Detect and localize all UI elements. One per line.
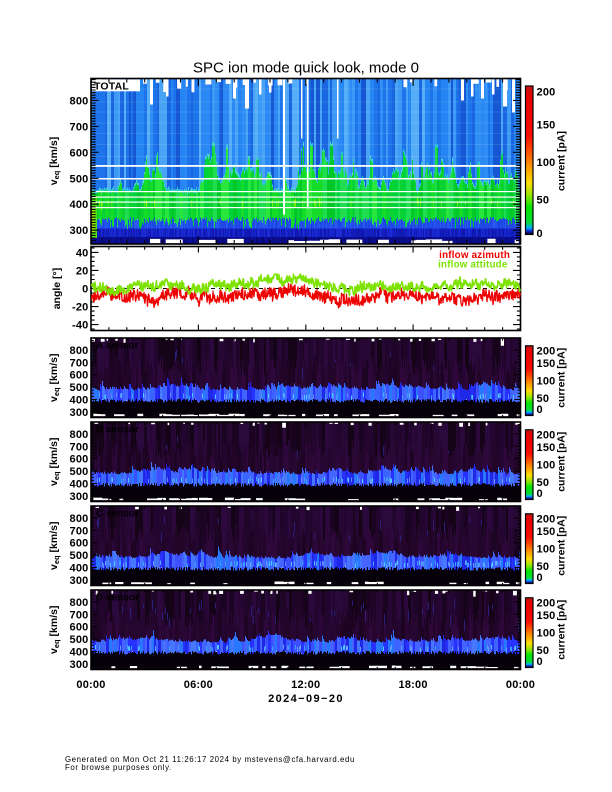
svg-text:D sensor: D sensor [96,593,139,604]
svg-text:inflow azimuth: inflow azimuth [439,250,510,261]
svg-text:00:00: 00:00 [76,679,105,691]
svg-text:800: 800 [70,597,89,609]
svg-text:current [pA]: current [pA] [556,348,568,408]
svg-text:0: 0 [537,656,543,668]
svg-text:SPC ion mode quick look, mode: SPC ion mode quick look, mode 0 [193,60,419,77]
svg-text:150: 150 [537,120,556,132]
svg-text:-40: -40 [72,320,89,332]
svg-text:600: 600 [70,454,89,466]
svg-text:800: 800 [70,345,89,357]
svg-text:700: 700 [70,609,89,621]
svg-text:400: 400 [70,647,89,659]
svg-text:-20: -20 [72,302,89,314]
svg-text:300: 300 [70,407,89,419]
svg-text:500: 500 [70,550,89,562]
svg-text:150: 150 [537,526,556,538]
svg-text:0: 0 [537,404,543,416]
svg-text:50: 50 [537,645,550,657]
svg-text:C sensor: C sensor [96,509,139,520]
svg-text:500: 500 [70,634,89,646]
svg-text:800: 800 [70,95,89,107]
svg-text:400: 400 [70,479,89,491]
svg-text:200: 200 [537,87,556,99]
svg-text:current [pA]: current [pA] [556,600,568,660]
svg-text:Generated on Mon Oct 21 11:26:: Generated on Mon Oct 21 11:26:17 2024 by… [65,755,355,764]
svg-text:current [pA]: current [pA] [556,432,568,492]
svg-text:200: 200 [537,513,556,525]
svg-text:400: 400 [70,395,89,407]
svg-text:veq [km/s]: veq [km/s] [48,606,61,654]
svg-text:500: 500 [70,466,89,478]
svg-text:300: 300 [70,225,89,237]
svg-text:18:00: 18:00 [399,679,428,691]
svg-text:800: 800 [70,513,89,525]
svg-text:700: 700 [70,441,89,453]
svg-text:0: 0 [537,572,543,584]
svg-text:50: 50 [537,393,550,405]
svg-text:50: 50 [537,561,550,573]
svg-text:angle [°]: angle [°] [51,268,63,310]
svg-text:veq [km/s]: veq [km/s] [48,522,61,570]
svg-text:20: 20 [76,265,89,277]
svg-text:150: 150 [537,358,556,370]
svg-text:0: 0 [82,284,88,296]
svg-text:40: 40 [76,247,89,259]
svg-text:300: 300 [70,491,89,503]
svg-text:400: 400 [70,199,89,211]
svg-text:0: 0 [537,228,543,240]
svg-text:12:00: 12:00 [291,679,320,691]
svg-text:50: 50 [537,477,550,489]
svg-text:inflow attitude: inflow attitude [438,260,508,271]
svg-text:100: 100 [537,627,556,639]
svg-text:600: 600 [70,147,89,159]
svg-text:For browse purposes only.: For browse purposes only. [65,763,172,772]
svg-text:500: 500 [70,382,89,394]
svg-text:B sensor: B sensor [96,425,139,436]
svg-text:veq [km/s]: veq [km/s] [48,354,61,402]
svg-text:A sensor: A sensor [96,341,139,352]
svg-text:150: 150 [537,610,556,622]
svg-text:2024−09−20: 2024−09−20 [268,693,344,705]
svg-text:200: 200 [537,597,556,609]
svg-text:current [pA]: current [pA] [556,131,568,191]
svg-text:100: 100 [537,375,556,387]
svg-text:300: 300 [70,659,89,671]
svg-text:600: 600 [70,370,89,382]
svg-text:500: 500 [70,173,89,185]
svg-text:150: 150 [537,442,556,454]
svg-text:100: 100 [537,543,556,555]
svg-text:700: 700 [70,525,89,537]
svg-text:600: 600 [70,538,89,550]
svg-text:300: 300 [70,575,89,587]
svg-text:600: 600 [70,622,89,634]
svg-text:400: 400 [70,563,89,575]
svg-text:veq [km/s]: veq [km/s] [48,438,61,486]
svg-text:06:00: 06:00 [184,679,213,691]
svg-text:100: 100 [537,459,556,471]
svg-text:00:00: 00:00 [506,679,535,691]
svg-text:700: 700 [70,357,89,369]
svg-text:current [pA]: current [pA] [556,516,568,576]
svg-text:50: 50 [537,195,550,207]
svg-text:700: 700 [70,121,89,133]
svg-text:200: 200 [537,345,556,357]
svg-text:100: 100 [537,157,556,169]
svg-text:0: 0 [537,488,543,500]
svg-text:TOTAL: TOTAL [94,81,129,93]
svg-text:veq [km/s]: veq [km/s] [48,137,61,185]
svg-text:200: 200 [537,429,556,441]
svg-text:800: 800 [70,429,89,441]
